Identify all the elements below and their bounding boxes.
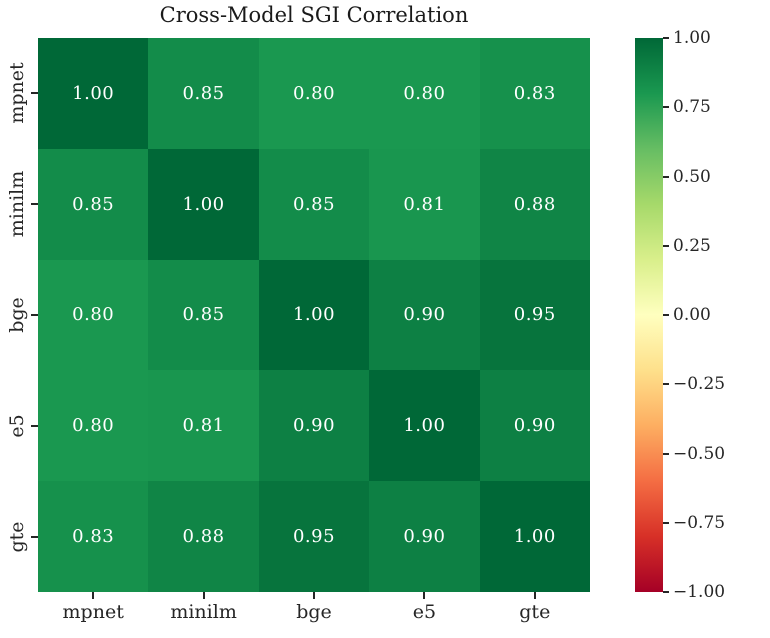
cell-value: 0.95 bbox=[292, 526, 336, 548]
cell-value: 1.00 bbox=[403, 415, 446, 437]
cell-value: 1.00 bbox=[72, 82, 115, 104]
colorbar-tick-mark bbox=[663, 521, 669, 524]
cell-value: 0.90 bbox=[513, 415, 556, 437]
y-tick-mark bbox=[31, 203, 38, 206]
heatmap-cell-e5-mpnet: 0.80 bbox=[38, 370, 149, 482]
y-tick-mark bbox=[31, 424, 38, 427]
colorbar-tick-mark bbox=[663, 37, 669, 39]
x-tick-mark bbox=[202, 592, 205, 599]
cell-value: 0.90 bbox=[403, 304, 446, 326]
heatmap-cell-mpnet-e5: 0.80 bbox=[369, 38, 480, 149]
x-tick-label-minilm: minilm bbox=[170, 601, 237, 623]
x-tick-mark bbox=[423, 592, 426, 599]
x-tick-label-gte: gte bbox=[519, 601, 551, 623]
colorbar-tick-label: 0.25 bbox=[673, 235, 711, 256]
colorbar-tick-label: −0.50 bbox=[673, 443, 726, 464]
y-tick-mark bbox=[31, 92, 38, 95]
cell-value: 0.85 bbox=[72, 193, 115, 215]
cell-value: 0.80 bbox=[403, 82, 446, 104]
heatmap-cell-e5-gte: 0.90 bbox=[479, 370, 590, 482]
cell-value: 0.95 bbox=[513, 304, 556, 326]
colorbar-tick-mark bbox=[663, 591, 669, 593]
heatmap-cell-mpnet-mpnet: 1.00 bbox=[38, 38, 149, 149]
heatmap-cell-gte-e5: 0.90 bbox=[369, 481, 480, 592]
x-tick-label-bge: bge bbox=[296, 601, 332, 623]
heatmap-cell-bge-minilm: 0.85 bbox=[148, 259, 259, 371]
y-tick-label-mpnet: mpnet bbox=[6, 62, 28, 125]
cell-value: 0.90 bbox=[403, 526, 446, 548]
heatmap-cell-e5-minilm: 0.81 bbox=[148, 370, 259, 482]
colorbar-tick-mark bbox=[663, 244, 669, 247]
heatmap-cell-mpnet-gte: 0.83 bbox=[479, 38, 590, 149]
cell-value: 0.85 bbox=[292, 193, 336, 215]
x-tick-label-mpnet: mpnet bbox=[62, 601, 124, 623]
colorbar-tick-label: −1.00 bbox=[673, 582, 726, 602]
heatmap-cell-minilm-mpnet: 0.85 bbox=[38, 148, 149, 260]
cell-value: 0.81 bbox=[403, 193, 446, 215]
colorbar-tick-label: 1.00 bbox=[673, 28, 711, 48]
heatmap-cell-minilm-minilm: 1.00 bbox=[148, 148, 259, 260]
cell-value: 0.81 bbox=[182, 415, 225, 437]
heatmap-cell-mpnet-bge: 0.80 bbox=[258, 38, 370, 149]
heatmap-cell-e5-bge: 0.90 bbox=[258, 370, 370, 482]
cell-value: 0.80 bbox=[72, 304, 115, 326]
colorbar-tick-label: −0.75 bbox=[673, 512, 726, 533]
cell-value: 0.85 bbox=[182, 304, 225, 326]
x-tick-mark bbox=[92, 592, 95, 599]
heatmap-cell-gte-minilm: 0.88 bbox=[148, 481, 259, 592]
colorbar bbox=[635, 38, 663, 592]
cell-value: 1.00 bbox=[513, 526, 556, 548]
colorbar-tick-mark bbox=[663, 314, 669, 316]
y-tick-label-bge: bge bbox=[6, 297, 28, 333]
cell-value: 0.80 bbox=[292, 82, 336, 104]
heatmap-cell-bge-bge: 1.00 bbox=[258, 259, 370, 371]
cell-value: 0.83 bbox=[72, 526, 115, 548]
colorbar-tick-label: −0.25 bbox=[673, 374, 726, 395]
y-tick-mark bbox=[31, 535, 38, 538]
y-tick-label-gte: gte bbox=[6, 521, 28, 553]
heatmap-cell-gte-bge: 0.95 bbox=[258, 481, 370, 592]
cell-value: 0.88 bbox=[513, 193, 556, 215]
colorbar-tick-label: 0.00 bbox=[673, 305, 711, 325]
x-tick-mark bbox=[533, 592, 536, 599]
cell-value: 0.85 bbox=[182, 82, 225, 104]
cell-value: 0.83 bbox=[513, 82, 556, 104]
heatmap-grid: 1.00 0.85 0.80 0.80 0.83 0.85 1.00 0.85 0.81 0.88… bbox=[38, 38, 590, 592]
colorbar-tick-label: 0.75 bbox=[673, 97, 711, 118]
colorbar-tick-mark bbox=[663, 383, 669, 386]
y-tick-mark bbox=[31, 314, 38, 316]
heatmap-cell-mpnet-minilm: 0.85 bbox=[148, 38, 259, 149]
heatmap-cell-e5-e5: 1.00 bbox=[369, 370, 480, 482]
heatmap-cell-gte-mpnet: 0.83 bbox=[38, 481, 149, 592]
heatmap-cell-minilm-bge: 0.85 bbox=[258, 148, 370, 260]
heatmap-cell-bge-mpnet: 0.80 bbox=[38, 259, 149, 371]
cell-value: 0.88 bbox=[182, 526, 225, 548]
cell-value: 0.80 bbox=[72, 415, 115, 437]
cell-value: 1.00 bbox=[182, 193, 225, 215]
colorbar-tick-mark bbox=[663, 106, 669, 109]
colorbar-tick-label: 0.50 bbox=[673, 166, 711, 187]
y-tick-label-e5: e5 bbox=[6, 414, 28, 438]
colorbar-tick-mark bbox=[663, 175, 669, 178]
heatmap-cell-bge-gte: 0.95 bbox=[479, 259, 590, 371]
y-tick-label-minilm: minilm bbox=[6, 170, 28, 238]
x-tick-mark bbox=[313, 592, 315, 599]
cell-value: 1.00 bbox=[292, 304, 336, 326]
chart-title: Cross-Model SGI Correlation bbox=[159, 3, 469, 27]
heatmap-cell-minilm-gte: 0.88 bbox=[479, 148, 590, 260]
heatmap-cell-minilm-e5: 0.81 bbox=[369, 148, 480, 260]
cell-value: 0.90 bbox=[292, 415, 336, 437]
heatmap-cell-gte-gte: 1.00 bbox=[479, 481, 590, 592]
heatmap-cell-bge-e5: 0.90 bbox=[369, 259, 480, 371]
x-tick-label-e5: e5 bbox=[412, 601, 437, 623]
colorbar-tick-mark bbox=[663, 452, 669, 455]
